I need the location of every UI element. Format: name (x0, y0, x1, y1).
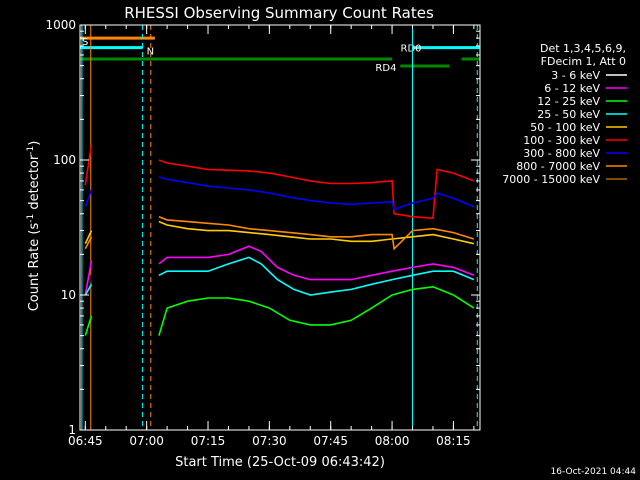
flag-label-s: S (82, 37, 88, 48)
series-line-1-a (84, 260, 93, 296)
series-line-5-a (84, 144, 93, 186)
y-tick-label: 1000 (45, 18, 76, 32)
x-tick-label: 08:00 (375, 434, 410, 448)
flag-label-rd0: RD0 (401, 44, 422, 55)
plot-frame (79, 24, 481, 431)
legend-item-label: 50 - 100 keV (530, 121, 600, 134)
chart-title: RHESSI Observing Summary Count Rates (124, 4, 434, 22)
x-tick-label: 07:00 (129, 434, 164, 448)
series-line-4-a (84, 230, 93, 245)
ylabel-sup1: -1 (26, 214, 36, 223)
series-line-2-b (158, 285, 475, 336)
series-line-2-a (84, 315, 93, 336)
series-line-7-a (84, 236, 93, 250)
ylabel-end: ) (27, 141, 42, 146)
legend-item-label: 300 - 800 keV (523, 147, 600, 160)
series-line-3-a (84, 283, 93, 296)
legend-item-label: 100 - 300 keV (523, 134, 600, 147)
x-tick-label: 07:45 (313, 434, 348, 448)
legend: Det 1,3,4,5,6,9,FDecim 1, Att 03 - 6 keV… (502, 42, 627, 186)
x-axis-label: Start Time (25-Oct-09 06:43:42) (175, 455, 385, 470)
legend-item-label: 6 - 12 keV (544, 82, 600, 95)
legend-item-label: 3 - 6 keV (551, 69, 600, 82)
y-tick-label: 1 (68, 423, 76, 437)
flag-bars: SNRD0RD4 (80, 36, 480, 74)
series-lines (84, 144, 475, 336)
legend-title-line: Det 1,3,4,5,6,9, (540, 42, 626, 55)
series-line-1-b (158, 245, 475, 281)
timestamp: 16-Oct-2021 04:44 (551, 467, 637, 477)
y-tick-label: 10 (61, 288, 76, 302)
y-axis-label: Count Rate (s-1 detector-1) (26, 141, 42, 312)
legend-item-label: 25 - 50 keV (537, 108, 600, 121)
legend-title-line: FDecim 1, Att 0 (541, 55, 626, 68)
series-line-3-b (158, 256, 475, 296)
series-line-4-b (158, 220, 475, 245)
series-line-6-b (158, 176, 475, 211)
x-axis: 06:45 07:00 07:15 07:30 07:45 08:00 08:15 (68, 25, 475, 448)
series-line-7-b (158, 215, 475, 251)
y-tick-label: 100 (53, 153, 76, 167)
flag-label-rd4: RD4 (375, 63, 396, 74)
x-tick-label: 06:45 (68, 434, 103, 448)
x-tick-label: 08:15 (436, 434, 471, 448)
time-markers (81, 25, 478, 430)
legend-item-label: 12 - 25 keV (537, 95, 600, 108)
legend-item-label: 800 - 7000 keV (516, 160, 600, 173)
ylabel-sup2: -1 (26, 146, 36, 155)
ylabel-main: Count Rate (s (27, 223, 42, 312)
x-tick-label: 07:30 (252, 434, 287, 448)
y-axis: 1 10 100 1000 (45, 18, 480, 437)
ylabel-mid: detector (27, 154, 42, 214)
x-tick-label: 07:15 (191, 434, 226, 448)
series-line-6-a (84, 189, 93, 208)
series-line-0-b (158, 256, 475, 299)
legend-item-label: 7000 - 15000 keV (502, 173, 600, 186)
series-line-5-b (158, 159, 475, 220)
